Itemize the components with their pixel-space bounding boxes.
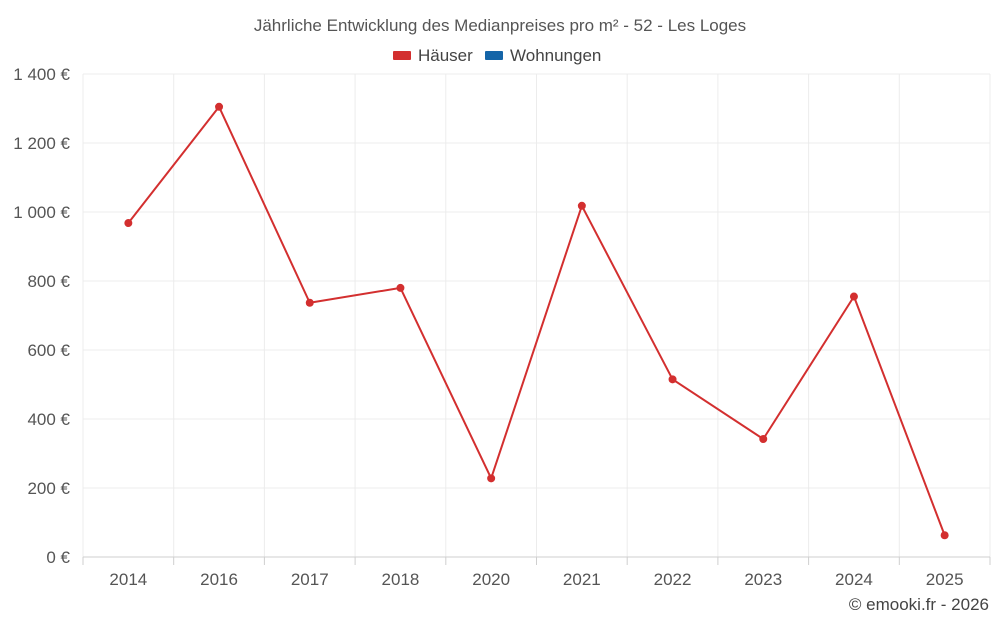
data-point-houses[interactable] [487,474,496,483]
legend-label-houses: Häuser [418,46,473,65]
data-point-houses[interactable] [668,375,677,384]
x-axis: 2014 2016 2017 2018 2020 2021 2022 2023 2024 2025 [82,556,991,589]
y-tick-label: 400 € [27,410,70,429]
legend: Häuser Wohnungen [393,46,601,65]
series-line-houses [127,105,946,536]
y-axis: 0 € 200 € 400 € 600 € 800 € 1 000 € 1 200 € 1 4… [13,65,70,567]
y-tick-label: 1 000 € [13,203,70,222]
legend-label-apartments: Wohnungen [510,46,601,65]
x-tick-label: 2021 [563,570,601,589]
x-tick-label: 2024 [835,570,873,589]
legend-item-houses[interactable]: Häuser [393,46,473,65]
x-tick-label: 2022 [654,570,692,589]
grid [82,73,991,557]
y-tick-label: 200 € [27,479,70,498]
data-point-houses[interactable] [759,435,768,444]
legend-swatch-apartments [485,51,503,60]
y-tick-label: 1 200 € [13,134,70,153]
y-tick-label: 600 € [27,341,70,360]
y-tick-label: 800 € [27,272,70,291]
x-tick-label: 2014 [109,570,147,589]
data-point-houses[interactable] [396,283,405,292]
data-point-houses[interactable] [849,292,858,301]
x-tick-label: 2016 [200,570,238,589]
y-tick-label: 0 € [46,548,70,567]
data-point-houses[interactable] [940,531,949,540]
series-houses [124,102,949,540]
data-point-houses[interactable] [124,219,133,228]
chart-title: Jährliche Entwicklung des Medianpreises … [254,16,746,35]
x-tick-label: 2023 [744,570,782,589]
x-tick-label: 2017 [291,570,329,589]
x-tick-label: 2018 [382,570,420,589]
data-point-houses[interactable] [577,201,586,210]
y-tick-label: 1 400 € [13,65,70,84]
x-tick-label: 2025 [926,570,964,589]
legend-item-apartments[interactable]: Wohnungen [485,46,601,65]
data-point-houses[interactable] [215,102,224,111]
legend-swatch-houses [393,51,411,60]
x-tick-label: 2020 [472,570,510,589]
data-point-houses[interactable] [305,298,314,307]
credit-text: © emooki.fr - 2026 [849,595,989,614]
